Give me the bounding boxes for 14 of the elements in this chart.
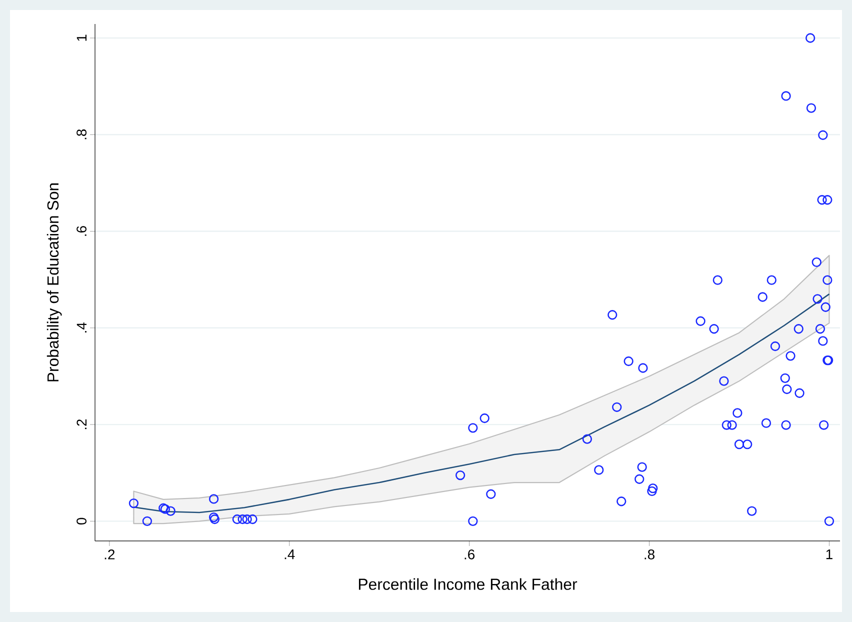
- y-tick-label: .2: [76, 419, 86, 430]
- y-tick-label: .6: [76, 226, 86, 236]
- x-tick-label: .4: [284, 550, 295, 560]
- x-axis-title: Percentile Income Rank Father: [358, 578, 578, 590]
- y-axis-title: Probability of Education Son: [46, 183, 62, 382]
- y-tick-label: 0: [76, 518, 86, 525]
- x-tick-label: .2: [104, 549, 115, 560]
- y-tick-label: 1: [76, 34, 86, 41]
- x-tick-label: 1: [826, 550, 832, 560]
- y-tick-label: .8: [76, 129, 86, 140]
- x-tick-label: .8: [644, 549, 654, 560]
- y-tick-label: .4: [76, 322, 86, 332]
- x-tick-label: .6: [464, 549, 475, 560]
- line-series: [133, 293, 830, 514]
